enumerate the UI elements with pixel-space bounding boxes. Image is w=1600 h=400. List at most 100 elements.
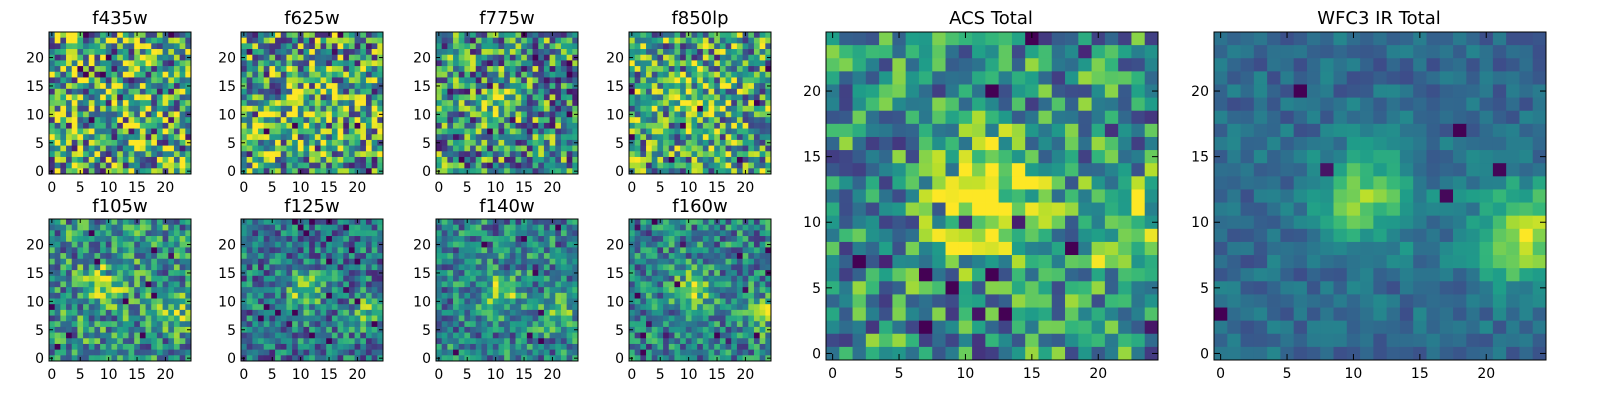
heatmap-cell (241, 37, 248, 44)
heatmap-cell (441, 37, 448, 44)
heatmap-cell (748, 241, 755, 248)
heatmap-cell (354, 236, 361, 243)
heatmap-cell (748, 134, 755, 141)
heatmap-cell (731, 287, 738, 294)
heatmap-cell (504, 309, 511, 316)
heatmap-cell (263, 338, 270, 345)
y-tick-label: 15 (26, 266, 44, 282)
heatmap-cell (365, 219, 373, 226)
heatmap-cell (685, 156, 692, 164)
heatmap-cell (156, 88, 163, 95)
heatmap-cell (549, 315, 556, 322)
heatmap-cell (515, 139, 522, 146)
heatmap-cell (515, 292, 522, 299)
heatmap-cell (702, 134, 709, 141)
heatmap-cell (532, 32, 539, 39)
heatmap-cell (640, 122, 647, 129)
heatmap-cell (156, 54, 163, 61)
heatmap-cell (173, 315, 181, 322)
heatmap-cell (464, 332, 471, 339)
heatmap-cell (651, 77, 658, 84)
heatmap-cell (498, 54, 505, 61)
heatmap-cell (54, 43, 61, 50)
heatmap-cell (343, 88, 350, 95)
heatmap-cell (629, 134, 636, 141)
heatmap-cell (343, 105, 350, 112)
heatmap-cell (134, 236, 141, 243)
panel-title: f850lp (671, 8, 728, 29)
heatmap-cell (742, 253, 749, 260)
heatmap-cell (680, 139, 687, 146)
heatmap-cell (145, 156, 152, 164)
heatmap-cell (492, 281, 499, 288)
heatmap-cell (297, 156, 304, 164)
heatmap-cell (736, 219, 743, 226)
heatmap-cell (543, 71, 550, 78)
heatmap-cell (634, 139, 641, 146)
heatmap-cell (111, 275, 118, 282)
heatmap-cell (481, 321, 488, 328)
heatmap-cell (731, 49, 738, 56)
heatmap-cell (651, 117, 658, 124)
heatmap-cell (111, 49, 118, 56)
heatmap-cell (532, 349, 539, 356)
heatmap-cell (458, 43, 465, 50)
heatmap-cell (572, 49, 579, 56)
heatmap-cell (377, 224, 384, 231)
heatmap-cell (640, 94, 647, 101)
heatmap-cell (54, 270, 61, 277)
heatmap-cell (54, 111, 61, 118)
heatmap-cell (292, 168, 299, 175)
heatmap-cell (509, 281, 516, 288)
heatmap-cell (371, 304, 378, 311)
heatmap-cell (538, 139, 545, 146)
heatmap-cell (49, 60, 56, 67)
heatmap-cell (88, 332, 95, 339)
heatmap-cell (725, 224, 732, 231)
heatmap-cell (83, 32, 90, 39)
heatmap-cell (441, 151, 448, 158)
heatmap-cell (748, 49, 755, 56)
heatmap-cell (286, 326, 293, 333)
heatmap-cell (88, 37, 95, 44)
heatmap-cell (719, 88, 726, 95)
heatmap-cell (314, 219, 321, 226)
heatmap-cell (685, 43, 692, 50)
heatmap-cell (275, 253, 282, 260)
heatmap-cell (258, 292, 265, 299)
heatmap-cell (71, 349, 78, 356)
heatmap-cell (360, 258, 367, 265)
heatmap-cell (447, 32, 454, 39)
heatmap-cell (719, 43, 726, 50)
heatmap-cell (543, 230, 550, 237)
heatmap-cell (629, 264, 636, 271)
heatmap-cell (54, 236, 61, 243)
heatmap-cell (111, 287, 118, 294)
heatmap-cell (303, 230, 310, 237)
heatmap-cell (572, 258, 579, 265)
heatmap-cell (320, 66, 327, 73)
heatmap-cell (549, 236, 556, 243)
heatmap-cell (326, 298, 333, 305)
heatmap-cell (162, 139, 169, 146)
heatmap-cell (337, 66, 344, 73)
heatmap-cell (759, 275, 766, 282)
heatmap-cell (453, 258, 460, 265)
heatmap-cell (515, 253, 522, 260)
heatmap-cell (377, 304, 384, 311)
heatmap-cell (337, 224, 344, 231)
heatmap-cell (543, 32, 550, 39)
heatmap-cell (470, 298, 477, 305)
heatmap-cell (173, 258, 181, 265)
x-tick-label: 20 (544, 180, 562, 196)
heatmap-cell (526, 326, 533, 333)
heatmap-cell (286, 281, 293, 288)
heatmap-cell (303, 49, 310, 56)
heatmap-cell (54, 139, 61, 146)
heatmap-cell (685, 37, 692, 44)
heatmap-cell (566, 162, 573, 169)
heatmap-cell (134, 43, 141, 50)
heatmap-cell (371, 287, 378, 294)
heatmap-cell (753, 60, 761, 67)
heatmap-cell (509, 168, 516, 175)
